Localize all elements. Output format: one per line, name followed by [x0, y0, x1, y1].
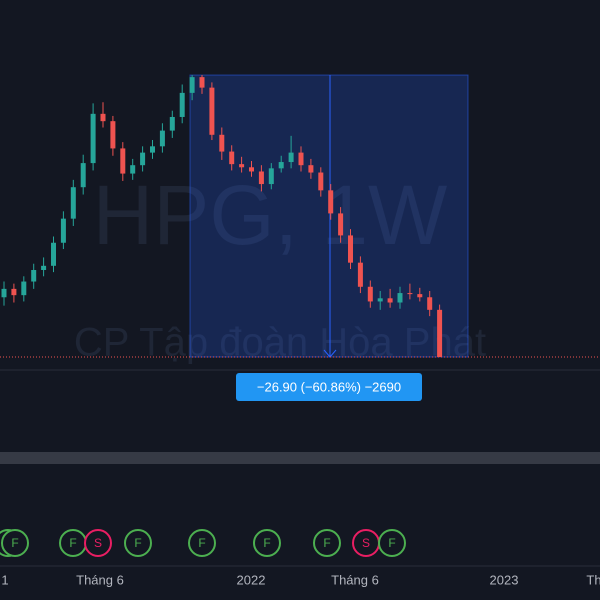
candle-body — [357, 262, 363, 287]
x-axis-label: 2023 — [490, 572, 519, 587]
candle-body — [239, 164, 245, 168]
candle-body — [31, 270, 37, 282]
event-label: F — [11, 536, 18, 550]
candle-body — [407, 293, 413, 295]
candle-body — [51, 242, 56, 266]
x-axis-label: Tháng 6 — [76, 572, 124, 587]
x-axis-label: 2022 — [237, 572, 266, 587]
candle-body — [90, 113, 96, 164]
measure-box — [189, 74, 469, 358]
event-label: F — [134, 536, 141, 550]
candle-body — [417, 294, 423, 298]
candle-body — [41, 265, 47, 271]
candle-body — [189, 77, 195, 93]
event-marker — [188, 529, 216, 557]
candle-body — [130, 165, 136, 174]
candle-body — [179, 92, 185, 117]
candle-body — [100, 113, 106, 122]
event-marker — [1, 529, 29, 557]
candle-body — [209, 87, 215, 135]
candle-body — [377, 298, 383, 302]
x-axis-label: 1 — [1, 572, 8, 587]
candle-body — [397, 293, 403, 303]
measure-label: −26.90 (−60.86%) −2690 — [257, 379, 401, 394]
candle-body — [199, 77, 205, 88]
candle-body — [308, 165, 314, 173]
candle-body — [110, 121, 116, 149]
candle-body — [1, 288, 7, 298]
event-label: F — [323, 536, 330, 550]
event-marker — [313, 529, 341, 557]
pane-separator — [0, 452, 600, 464]
candle-body — [278, 162, 284, 169]
candle-body — [298, 152, 304, 166]
event-marker — [378, 529, 406, 557]
event-label: F — [263, 536, 270, 550]
candle-body — [70, 187, 76, 219]
candle-body — [288, 152, 294, 163]
candle-body — [318, 172, 324, 191]
event-marker — [124, 529, 152, 557]
x-axis-label: Tháng 6 — [331, 572, 379, 587]
event-label: S — [362, 536, 370, 550]
event-label: S — [94, 536, 102, 550]
candle-body — [60, 218, 66, 243]
candle-body — [229, 151, 235, 165]
event-label: F — [388, 536, 395, 550]
candle-body — [169, 116, 175, 131]
candle-body — [348, 235, 353, 263]
event-marker — [84, 529, 112, 557]
candle-body — [150, 146, 155, 153]
event-label: F — [69, 536, 76, 550]
event-label: F — [198, 536, 205, 550]
candle-body — [11, 288, 17, 296]
candle-body — [427, 297, 433, 310]
candle-body — [258, 171, 264, 185]
candle-body — [140, 152, 146, 166]
candle-body — [159, 130, 165, 147]
event-marker — [253, 529, 281, 557]
candle-body — [21, 281, 27, 296]
candle-body — [387, 298, 393, 303]
candle-body — [437, 309, 443, 358]
x-axis-label: Th — [586, 572, 600, 587]
candle-body — [249, 167, 254, 172]
candle-body — [328, 190, 334, 214]
candle-body — [367, 286, 373, 302]
candle-body — [268, 168, 274, 185]
candle-body — [338, 213, 344, 236]
candle-body — [80, 163, 86, 188]
measure-label-bg — [236, 373, 422, 401]
candle-body — [219, 134, 225, 152]
candle-body — [120, 148, 126, 174]
